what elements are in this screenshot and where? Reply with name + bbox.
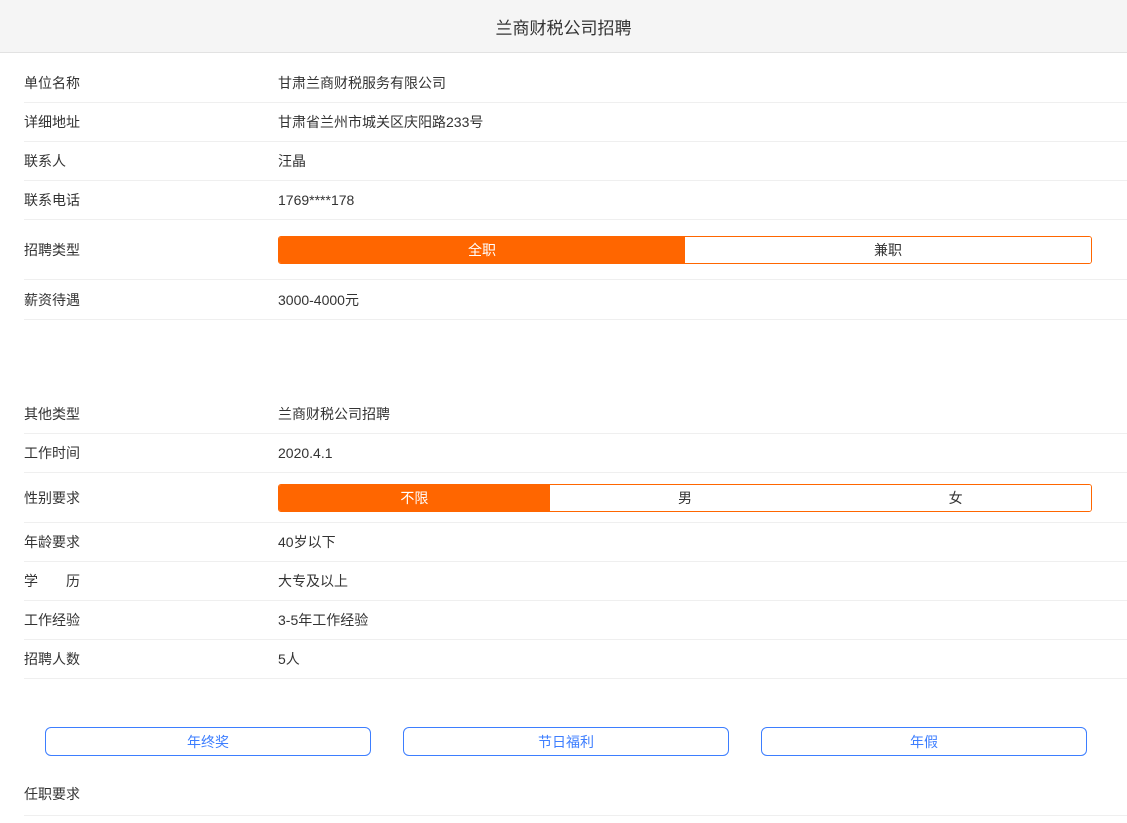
education-row: 学 历 大专及以上 (24, 562, 1127, 601)
form-content: 单位名称 甘肃兰商财税服务有限公司 详细地址 甘肃省兰州市城关区庆阳路233号 … (0, 53, 1127, 816)
contact-person-row: 联系人 汪晶 (24, 142, 1127, 181)
salary-row: 薪资待遇 3000-4000元 (24, 280, 1127, 320)
contact-person-value: 汪晶 (278, 153, 306, 169)
company-info-section: 单位名称 甘肃兰商财税服务有限公司 详细地址 甘肃省兰州市城关区庆阳路233号 … (0, 64, 1127, 220)
company-name-row: 单位名称 甘肃兰商财税服务有限公司 (24, 64, 1127, 103)
gender-row: 性别要求 不限 男 女 (24, 473, 1127, 523)
contact-person-label: 联系人 (24, 153, 66, 169)
contact-phone-value: 1769****178 (278, 192, 355, 208)
job-type-label: 招聘类型 (24, 241, 80, 258)
job-type-section: 招聘类型 全职 兼职 薪资待遇 3000-4000元 (0, 220, 1127, 320)
gender-option-male[interactable]: 男 (549, 484, 821, 511)
gender-option-female[interactable]: 女 (820, 484, 1091, 511)
gender-toggle: 不限 男 女 (278, 483, 1092, 512)
job-type-option-fulltime[interactable]: 全职 (279, 236, 685, 263)
address-label: 详细地址 (24, 114, 80, 130)
work-time-row: 工作时间 2020.4.1 (24, 434, 1127, 473)
headcount-label: 招聘人数 (24, 651, 80, 667)
age-label: 年龄要求 (24, 534, 80, 550)
job-requirements-label: 任职要求 (24, 786, 80, 802)
salary-label: 薪资待遇 (24, 291, 80, 308)
other-type-row: 其他类型 兰商财税公司招聘 (24, 395, 1127, 434)
benefit-button-annual-leave[interactable]: 年假 (761, 727, 1087, 756)
education-value: 大专及以上 (278, 573, 348, 589)
experience-label: 工作经验 (24, 612, 80, 628)
benefits-row: 年终奖 节日福利 年假 (45, 727, 1087, 756)
job-detail-section: 其他类型 兰商财税公司招聘 工作时间 2020.4.1 性别要求 不限 男 女 … (0, 395, 1127, 679)
section-spacer (0, 320, 1127, 395)
job-type-option-parttime[interactable]: 兼职 (685, 236, 1091, 263)
benefit-button-holiday-welfare[interactable]: 节日福利 (403, 727, 729, 756)
gender-label: 性别要求 (24, 489, 80, 506)
job-type-toggle: 全职 兼职 (278, 235, 1092, 264)
address-row: 详细地址 甘肃省兰州市城关区庆阳路233号 (24, 103, 1127, 142)
education-label: 学 历 (24, 573, 80, 589)
other-type-value: 兰商财税公司招聘 (278, 406, 390, 422)
contact-phone-label: 联系电话 (24, 192, 80, 208)
other-type-label: 其他类型 (24, 406, 80, 422)
age-value: 40岁以下 (278, 534, 336, 550)
salary-value: 3000-4000元 (278, 291, 359, 308)
address-value: 甘肃省兰州市城关区庆阳路233号 (278, 114, 484, 130)
experience-row: 工作经验 3-5年工作经验 (24, 601, 1127, 640)
benefit-button-annual-bonus[interactable]: 年终奖 (45, 727, 371, 756)
page-title: 兰商财税公司招聘 (495, 18, 632, 38)
contact-phone-row: 联系电话 1769****178 (24, 181, 1127, 220)
headcount-row: 招聘人数 5人 (24, 640, 1127, 679)
work-time-label: 工作时间 (24, 445, 80, 461)
page-header: 兰商财税公司招聘 (0, 0, 1127, 53)
headcount-value: 5人 (278, 651, 300, 667)
job-type-row: 招聘类型 全职 兼职 (24, 220, 1127, 280)
company-name-value: 甘肃兰商财税服务有限公司 (278, 75, 446, 91)
company-name-label: 单位名称 (24, 75, 80, 91)
work-time-value: 2020.4.1 (278, 445, 333, 461)
age-row: 年龄要求 40岁以下 (24, 523, 1127, 562)
job-requirements-row: 任职要求 (24, 773, 1127, 816)
gender-option-any[interactable]: 不限 (279, 484, 550, 511)
experience-value: 3-5年工作经验 (278, 612, 369, 628)
